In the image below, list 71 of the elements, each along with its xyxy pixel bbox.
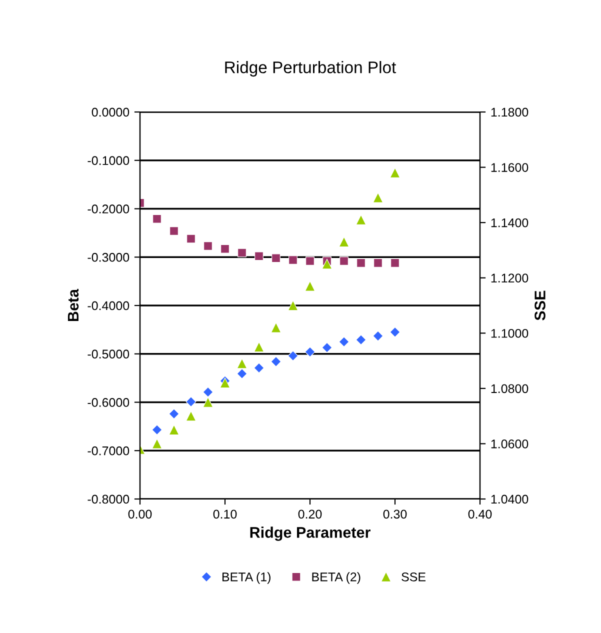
- point: [272, 254, 280, 263]
- point: [390, 258, 400, 268]
- point: [254, 362, 264, 374]
- y-tick-label: -0.4000: [88, 301, 130, 310]
- x-tick-label: 0.40: [468, 510, 492, 519]
- point: [254, 342, 264, 352]
- point: [340, 256, 348, 266]
- y-tick-label: -0.1000: [88, 156, 130, 166]
- point: [270, 322, 282, 333]
- point: [372, 330, 384, 342]
- y2-tick-label: 1.1400: [491, 218, 528, 228]
- x-tick-label: 0.00: [128, 510, 152, 519]
- point: [152, 438, 162, 449]
- point: [288, 350, 298, 361]
- point: [304, 346, 316, 358]
- point: [204, 242, 212, 250]
- point: [374, 258, 382, 268]
- y-tick-label: -0.6000: [88, 398, 130, 407]
- point: [152, 424, 162, 436]
- chart-title: Ridge Perturbation Plot: [225, 61, 396, 77]
- point: [338, 336, 350, 347]
- y2-tick-label: 1.0800: [491, 384, 528, 394]
- legend-label: BETA (1): [222, 572, 270, 584]
- y2-tick-label: 1.1200: [491, 274, 528, 283]
- y-tick-label: 0.0000: [92, 108, 130, 117]
- y-tick-label: -0.5000: [88, 350, 130, 359]
- point: [186, 234, 196, 244]
- point: [390, 168, 400, 178]
- point: [304, 281, 316, 292]
- point: [390, 326, 400, 338]
- point: [186, 410, 196, 422]
- x-tick-label: 0.30: [383, 510, 407, 519]
- point: [238, 248, 246, 258]
- legend-label: BETA (2): [312, 572, 360, 584]
- y2-tick-label: 1.0600: [491, 440, 528, 448]
- y-tick-label: -0.7000: [88, 446, 130, 456]
- point: [322, 342, 332, 353]
- x-tick-label: 0.10: [213, 510, 237, 519]
- point: [356, 258, 366, 268]
- y2-tick-label: 1.0400: [491, 494, 528, 504]
- y-tick-label: -0.2000: [88, 204, 130, 214]
- point: [254, 252, 264, 261]
- y2-tick-label: 1.1600: [491, 163, 528, 172]
- point: [270, 356, 282, 367]
- point: [152, 214, 162, 224]
- point: [236, 358, 248, 369]
- point: [372, 192, 384, 203]
- point: [202, 397, 214, 408]
- y-axis-title: Beta: [68, 288, 79, 322]
- point: [236, 368, 248, 379]
- y2-tick-label: 1.1800: [491, 108, 528, 117]
- point: [288, 256, 298, 264]
- y2-tick-label: 1.1000: [491, 328, 528, 338]
- point: [322, 258, 332, 270]
- point: [338, 236, 350, 248]
- point: [168, 408, 180, 420]
- y-tick-label: -0.8000: [88, 494, 130, 504]
- point: [186, 396, 196, 407]
- point: [202, 386, 214, 398]
- point: [356, 214, 366, 225]
- legend-label: SSE: [402, 572, 426, 582]
- point: [288, 300, 298, 311]
- x-tick-label: 0.20: [298, 510, 322, 519]
- point: [220, 244, 230, 254]
- point: [170, 226, 178, 236]
- y-tick-label: -0.3000: [88, 252, 130, 262]
- x-axis-title: Ridge Parameter: [250, 526, 370, 541]
- y2-axis-title: SSE: [534, 290, 546, 320]
- point: [306, 256, 314, 266]
- point: [356, 334, 366, 346]
- point: [168, 424, 180, 436]
